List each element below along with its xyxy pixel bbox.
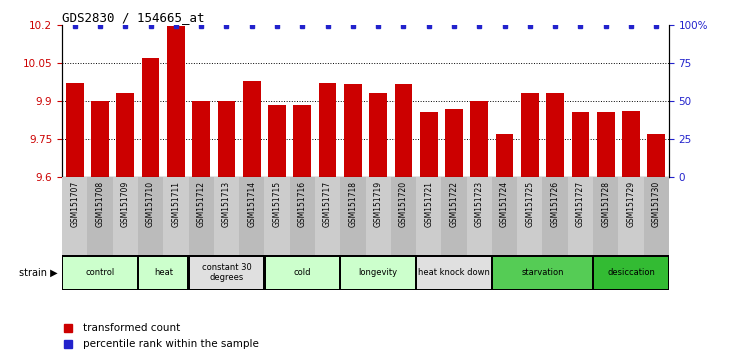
Bar bbox=[466, 177, 492, 255]
Bar bbox=[648, 134, 665, 177]
Bar bbox=[142, 58, 159, 177]
Bar bbox=[138, 177, 163, 255]
Bar bbox=[315, 177, 340, 255]
Text: GSM151725: GSM151725 bbox=[526, 181, 534, 227]
Text: GSM151718: GSM151718 bbox=[349, 181, 357, 227]
Bar bbox=[265, 257, 339, 289]
Bar bbox=[417, 257, 491, 289]
Bar bbox=[572, 112, 589, 177]
Bar bbox=[496, 134, 513, 177]
Text: GSM151724: GSM151724 bbox=[500, 181, 509, 227]
Bar bbox=[66, 83, 83, 177]
Bar bbox=[218, 101, 235, 177]
Text: GSM151712: GSM151712 bbox=[197, 181, 205, 227]
Text: GSM151708: GSM151708 bbox=[96, 181, 105, 227]
Text: desiccation: desiccation bbox=[607, 268, 655, 277]
Bar bbox=[445, 108, 463, 177]
Bar bbox=[542, 177, 568, 255]
Text: control: control bbox=[86, 268, 115, 277]
Text: GSM151729: GSM151729 bbox=[626, 181, 635, 227]
Bar bbox=[596, 112, 615, 177]
Bar bbox=[265, 177, 289, 255]
Bar bbox=[91, 101, 109, 177]
Text: GSM151713: GSM151713 bbox=[222, 181, 231, 227]
Bar bbox=[190, 257, 263, 289]
Bar bbox=[319, 83, 336, 177]
Bar bbox=[243, 81, 260, 177]
Text: GSM151715: GSM151715 bbox=[273, 181, 281, 227]
Bar bbox=[289, 177, 315, 255]
Text: GSM151727: GSM151727 bbox=[576, 181, 585, 227]
Bar bbox=[416, 177, 442, 255]
Bar bbox=[192, 101, 210, 177]
Bar bbox=[189, 177, 213, 255]
Bar bbox=[64, 257, 137, 289]
Bar bbox=[239, 177, 265, 255]
Text: longevity: longevity bbox=[359, 268, 398, 277]
Text: GSM151716: GSM151716 bbox=[298, 181, 307, 227]
Text: GSM151710: GSM151710 bbox=[146, 181, 155, 227]
Text: GSM151722: GSM151722 bbox=[450, 181, 458, 227]
Bar bbox=[521, 93, 539, 177]
Bar bbox=[420, 112, 438, 177]
Bar bbox=[163, 177, 189, 255]
Text: GSM151711: GSM151711 bbox=[171, 181, 181, 227]
Bar bbox=[568, 177, 593, 255]
Bar bbox=[268, 105, 286, 177]
Text: GSM151728: GSM151728 bbox=[601, 181, 610, 227]
Text: GSM151730: GSM151730 bbox=[652, 181, 661, 227]
Text: GSM151707: GSM151707 bbox=[70, 181, 79, 227]
Bar bbox=[518, 177, 542, 255]
Bar bbox=[395, 84, 412, 177]
Text: GDS2830 / 154665_at: GDS2830 / 154665_at bbox=[62, 11, 205, 24]
Text: GSM151723: GSM151723 bbox=[474, 181, 484, 227]
Bar bbox=[213, 177, 239, 255]
Text: heat: heat bbox=[154, 268, 173, 277]
Bar bbox=[471, 101, 488, 177]
Bar bbox=[593, 177, 618, 255]
Bar bbox=[546, 93, 564, 177]
Bar bbox=[344, 84, 362, 177]
Bar bbox=[167, 26, 185, 177]
Bar bbox=[341, 257, 414, 289]
Bar bbox=[594, 257, 667, 289]
Text: heat knock down: heat knock down bbox=[418, 268, 490, 277]
Bar bbox=[442, 177, 466, 255]
Text: GSM151717: GSM151717 bbox=[323, 181, 332, 227]
Bar bbox=[366, 177, 391, 255]
Text: GSM151721: GSM151721 bbox=[424, 181, 433, 227]
Text: cold: cold bbox=[294, 268, 311, 277]
Bar bbox=[113, 177, 138, 255]
Bar bbox=[139, 257, 187, 289]
Text: GSM151719: GSM151719 bbox=[374, 181, 382, 227]
Bar bbox=[493, 257, 592, 289]
Text: GSM151726: GSM151726 bbox=[550, 181, 560, 227]
Bar bbox=[293, 105, 311, 177]
Bar bbox=[622, 111, 640, 177]
Text: percentile rank within the sample: percentile rank within the sample bbox=[83, 339, 260, 349]
Text: constant 30
degrees: constant 30 degrees bbox=[202, 263, 251, 282]
Text: GSM151709: GSM151709 bbox=[121, 181, 130, 227]
Bar bbox=[391, 177, 416, 255]
Bar bbox=[88, 177, 113, 255]
Bar bbox=[643, 177, 669, 255]
Text: GSM151720: GSM151720 bbox=[399, 181, 408, 227]
Text: strain ▶: strain ▶ bbox=[18, 268, 57, 278]
Bar bbox=[116, 93, 135, 177]
Text: starvation: starvation bbox=[521, 268, 564, 277]
Bar bbox=[618, 177, 643, 255]
Text: GSM151714: GSM151714 bbox=[247, 181, 257, 227]
Text: transformed count: transformed count bbox=[83, 323, 181, 333]
Bar bbox=[340, 177, 366, 255]
Bar bbox=[369, 93, 387, 177]
Bar bbox=[62, 177, 88, 255]
Bar bbox=[492, 177, 518, 255]
